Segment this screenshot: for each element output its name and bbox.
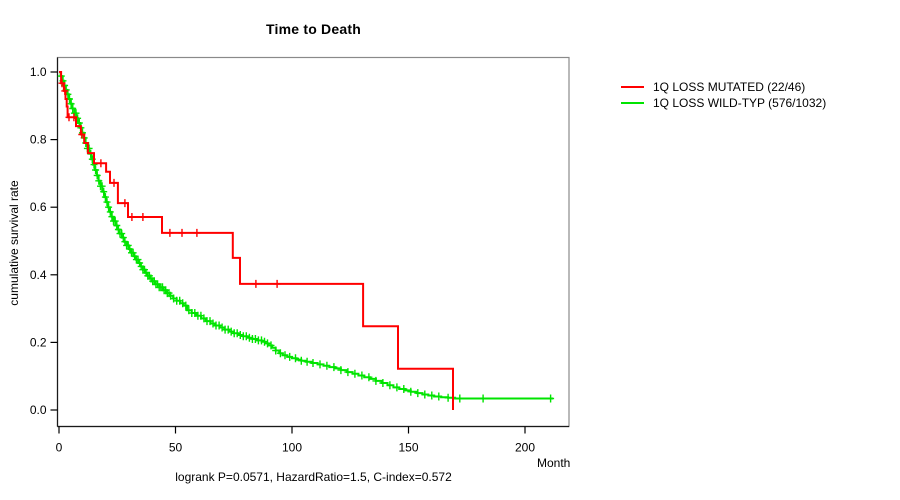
y-axis-tick-label: 0.0 xyxy=(30,403,47,417)
mutated-censor-marks xyxy=(58,79,281,288)
y-axis-tick-label: 1.0 xyxy=(30,65,47,79)
plot-box xyxy=(56,56,570,428)
x-axis-tick-label: 150 xyxy=(398,441,418,455)
legend-item-mutated: 1Q LOSS MUTATED (22/46) xyxy=(621,79,826,95)
y-axis-tick-label: 0.4 xyxy=(30,268,47,282)
wild-typ-censor-marks xyxy=(57,72,555,403)
mutated-curve xyxy=(59,71,454,410)
wild-typ-curve xyxy=(59,71,553,400)
legend-line-wild-typ-icon xyxy=(621,102,644,104)
y-axis-label: cumulative survival rate xyxy=(7,180,21,306)
y-axis-tick-label: 0.8 xyxy=(30,133,47,147)
stats-annotation: logrank P=0.0571, HazardRatio=1.5, C-ind… xyxy=(175,470,452,484)
legend-label-mutated: 1Q LOSS MUTATED (22/46) xyxy=(653,80,806,94)
y-axis-tick-label: 0.6 xyxy=(30,200,47,214)
plot-title: Time to Death xyxy=(266,21,361,37)
legend-item-wild-typ: 1Q LOSS WILD-TYP (576/1032) xyxy=(621,95,826,111)
x-axis-tick-label: 50 xyxy=(169,441,183,455)
x-axis-tick-label: 100 xyxy=(282,441,302,455)
legend-label-wild-typ: 1Q LOSS WILD-TYP (576/1032) xyxy=(653,96,827,110)
x-axis-label: Month xyxy=(537,456,571,470)
y-axis-tick-label: 0.2 xyxy=(30,335,47,349)
legend-line-mutated-icon xyxy=(621,86,644,88)
legend: 1Q LOSS MUTATED (22/46) 1Q LOSS WILD-TYP… xyxy=(621,79,826,111)
x-axis-tick-label: 200 xyxy=(515,441,535,455)
x-axis-tick-label: 0 xyxy=(56,441,63,455)
